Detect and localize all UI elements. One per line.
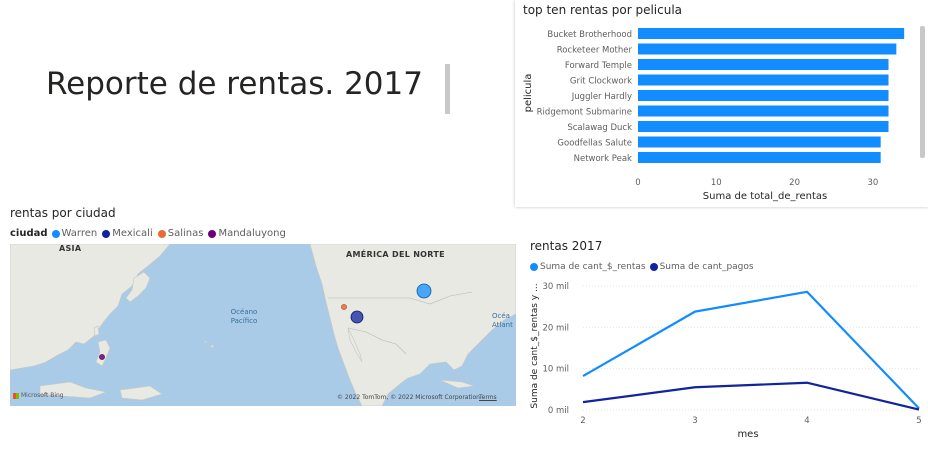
indonesia-islands: [39, 381, 108, 399]
us-canada-border: [328, 291, 473, 305]
line-y-tick-label: 10 mil: [542, 365, 569, 375]
asia-landmass: [10, 244, 171, 371]
hawaii-islands: [203, 340, 215, 349]
taiwan-island: [93, 325, 100, 337]
legend-dot-icon: [51, 229, 60, 238]
map-label-pacific: Océano Pacífico: [224, 308, 264, 326]
japan-island: [125, 271, 151, 303]
legend-dot-icon: [157, 229, 166, 238]
legend-label: Mexicali: [112, 228, 153, 239]
bar[interactable]: [638, 43, 897, 55]
microsoft-logo-icon: [13, 392, 19, 399]
bar[interactable]: [638, 59, 889, 70]
atlantic-line1: Océa: [492, 312, 510, 320]
bar-category-label: Ridgemont Submarine: [537, 108, 632, 118]
bing-logo-text: Microsoft Bing: [21, 392, 64, 399]
line-y-axis-title: Suma de cant_$_rentas y ...: [530, 283, 540, 408]
line-y-tick-label: 20 mil: [542, 323, 569, 333]
legend-label: Salinas: [167, 228, 204, 239]
legend-dot-icon: [208, 229, 217, 238]
bar-x-tick-label: 20: [789, 178, 800, 188]
bar-x-tick-label: 30: [867, 178, 878, 188]
bar[interactable]: [638, 121, 889, 132]
line-chart-legend: Suma de cant_$_rentas Suma de cant_pagos: [530, 262, 758, 272]
bar-category-label: Scalawag Duck: [567, 123, 632, 133]
map-copyright: © 2022 TomTom, © 2022 Microsoft Corporat…: [337, 394, 480, 401]
atlantic-line2: Atlant: [492, 321, 513, 329]
line-x-tick-label: 5: [916, 416, 921, 426]
bar[interactable]: [638, 90, 889, 101]
map-terms-link[interactable]: Terms: [479, 394, 497, 401]
bubble-mandaluyong: [99, 354, 105, 360]
legend-dot-icon: [649, 263, 658, 271]
line-x-tick-label: 4: [804, 416, 809, 426]
bar[interactable]: [638, 105, 889, 117]
map-land-layer: [10, 244, 516, 406]
line-chart[interactable]: 0 mil 10 mil 20 mil 30 mil 2 3 4 5 mes Suma de ca…: [524, 278, 928, 449]
bar-category-label: Rocketeer Mother: [557, 46, 633, 56]
legend-label: Suma de cant_$_rentas: [540, 262, 646, 272]
map-label-asia: ASIA: [59, 244, 82, 253]
bar[interactable]: [638, 74, 889, 86]
bar-x-tick-label: 0: [635, 178, 640, 188]
bar-y-axis-title: pelicula: [523, 74, 534, 113]
map-title: rentas por ciudad: [10, 206, 116, 220]
bar-category-label: Juggler Hardly: [571, 92, 632, 102]
line-series[interactable]: [582, 381, 920, 411]
legend-item-rentas[interactable]: Suma de cant_$_rentas: [530, 262, 646, 272]
pacific-line2: Pacífico: [230, 317, 258, 325]
map-legend-heading: ciudad: [10, 228, 48, 239]
bar-x-tick-label: 10: [711, 178, 722, 188]
line-y-tick-label: 0 mil: [548, 406, 569, 416]
bar-x-axis-title: Suma de total_de_rentas: [703, 191, 827, 202]
legend-item-mandaluyong[interactable]: Mandaluyong: [208, 228, 286, 239]
bar-chart-title: top ten rentas por pelicula: [523, 3, 683, 17]
baja-california: [347, 327, 363, 363]
philippines-islands: [95, 339, 111, 367]
bar-category-label: Forward Temple: [565, 61, 632, 71]
bar-category-label: Grit Clockwork: [570, 77, 632, 87]
line-y-tick-label: 30 mil: [542, 282, 569, 292]
bar-chart-visual[interactable]: top ten rentas por pelicula Bucket Broth…: [515, 0, 928, 207]
line-x-axis-title: mes: [737, 429, 758, 440]
map-legend: ciudad Warren Mexicali Salinas Mandaluyo…: [10, 228, 291, 239]
us-mexico-border: [347, 327, 407, 355]
bar[interactable]: [638, 28, 905, 39]
bar-chart-scrollbar[interactable]: [920, 26, 925, 158]
bar-category-label: Network Peak: [574, 154, 632, 164]
legend-item-mexicali[interactable]: Mexicali: [102, 228, 153, 239]
bubble-warren: [416, 283, 432, 299]
bar-category-label: Goodfellas Salute: [557, 139, 632, 149]
north-america-landmass: [309, 244, 516, 406]
line-chart-title: rentas 2017: [530, 239, 603, 253]
bar-chart[interactable]: Bucket Brotherhood Rocketeer Mother Forwar…: [515, 0, 928, 207]
bubble-salinas: [341, 304, 347, 310]
city-map[interactable]: ASIA AMÉRICA DEL NORTE Océano Pacífico O…: [10, 244, 516, 406]
legend-dot-icon: [530, 263, 538, 271]
legend-item-warren[interactable]: Warren: [51, 228, 98, 239]
pacific-line1: Océano: [230, 308, 258, 316]
legend-dot-icon: [102, 229, 111, 238]
cuba-island: [439, 379, 475, 389]
legend-label: Mandaluyong: [218, 228, 286, 239]
bar[interactable]: [638, 136, 881, 148]
line-series[interactable]: [582, 290, 920, 410]
map-label-atlantic: Océa Atlant: [492, 312, 516, 330]
legend-item-salinas[interactable]: Salinas: [157, 228, 204, 239]
legend-label: Warren: [61, 228, 98, 239]
line-x-tick-label: 3: [692, 416, 697, 426]
legend-item-pagos[interactable]: Suma de cant_pagos: [649, 262, 754, 272]
report-title: Reporte de rentas. 2017: [46, 66, 423, 102]
map-label-north-america: AMÉRICA DEL NORTE: [346, 250, 445, 259]
bubble-mexicali: [350, 310, 364, 324]
line-x-tick-label: 2: [580, 416, 585, 426]
new-guinea-island: [119, 385, 163, 401]
legend-label: Suma de cant_pagos: [659, 262, 754, 272]
title-divider: [445, 64, 450, 114]
bar[interactable]: [638, 152, 881, 163]
bar-category-label: Bucket Brotherhood: [547, 30, 632, 40]
bing-logo: Microsoft Bing: [13, 392, 64, 399]
